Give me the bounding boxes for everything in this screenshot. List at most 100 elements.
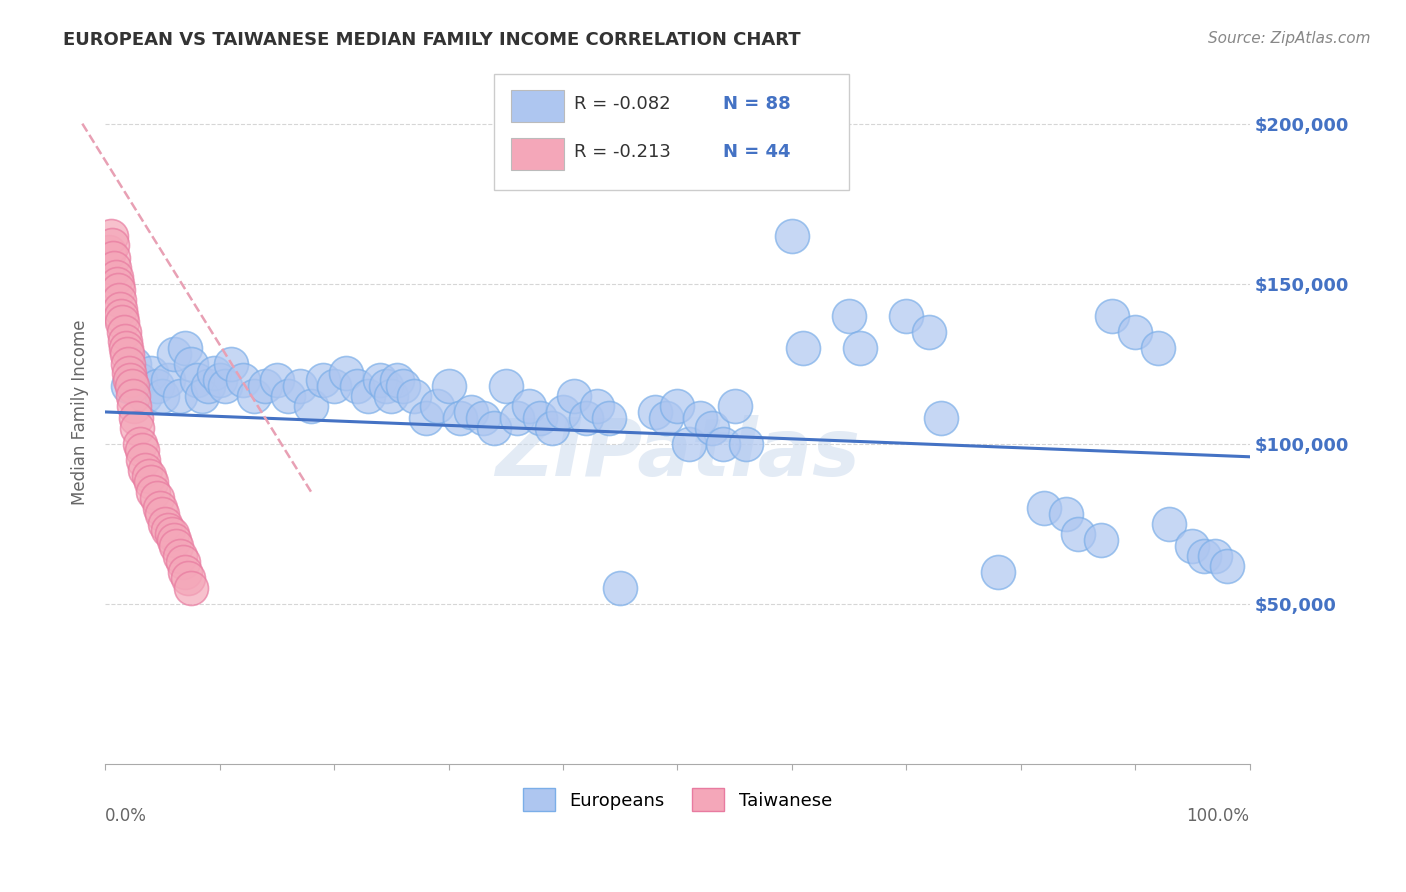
Point <box>180 357 202 371</box>
Point <box>191 389 214 403</box>
Point <box>849 341 872 355</box>
Point <box>391 379 413 393</box>
Point <box>107 283 129 297</box>
Point <box>471 411 494 425</box>
Point <box>449 411 471 425</box>
Point <box>666 399 689 413</box>
Text: R = -0.082: R = -0.082 <box>575 95 671 113</box>
Point <box>101 238 124 252</box>
Point <box>404 389 426 403</box>
Point <box>1181 540 1204 554</box>
Point <box>208 373 231 387</box>
Point <box>142 485 165 500</box>
Legend: Europeans, Taiwanese: Europeans, Taiwanese <box>516 781 839 819</box>
Point <box>114 341 136 355</box>
Point <box>299 399 322 413</box>
Point <box>529 411 551 425</box>
Point <box>266 373 288 387</box>
Point <box>134 462 156 476</box>
Point <box>112 325 135 339</box>
Point <box>157 524 180 538</box>
Point <box>105 277 128 291</box>
Point <box>145 491 167 506</box>
Point <box>152 508 174 522</box>
Point <box>186 373 208 387</box>
Text: N = 88: N = 88 <box>723 95 792 113</box>
Point <box>495 379 517 393</box>
Point <box>172 556 194 570</box>
Point <box>723 399 745 413</box>
Point <box>987 565 1010 579</box>
Point <box>1204 549 1226 563</box>
Point <box>169 549 191 563</box>
Point <box>176 572 198 586</box>
Point <box>735 437 758 451</box>
Point <box>918 325 941 339</box>
Point <box>122 357 145 371</box>
Point <box>415 411 437 425</box>
Point <box>110 309 132 323</box>
Point <box>1215 558 1237 573</box>
Point <box>609 581 631 595</box>
Point <box>1159 516 1181 531</box>
Point <box>780 228 803 243</box>
Point <box>134 389 156 403</box>
Point <box>174 565 197 579</box>
Point <box>335 367 357 381</box>
Point <box>1101 309 1123 323</box>
Point <box>655 411 678 425</box>
Point <box>152 389 174 403</box>
Point <box>115 347 138 361</box>
Point <box>484 421 506 435</box>
Point <box>104 270 127 285</box>
Point <box>575 411 598 425</box>
Point <box>121 389 143 403</box>
Point <box>426 399 449 413</box>
Point <box>689 411 711 425</box>
Point <box>125 411 148 425</box>
Point <box>277 389 299 403</box>
Point <box>896 309 918 323</box>
Point <box>460 405 482 419</box>
Text: EUROPEAN VS TAIWANESE MEDIAN FAMILY INCOME CORRELATION CHART: EUROPEAN VS TAIWANESE MEDIAN FAMILY INCO… <box>63 31 801 49</box>
FancyBboxPatch shape <box>512 90 564 122</box>
Point <box>368 373 391 387</box>
Point <box>374 379 396 393</box>
FancyBboxPatch shape <box>512 138 564 170</box>
Point <box>131 443 153 458</box>
Point <box>586 399 609 413</box>
Point <box>153 516 176 531</box>
Point <box>117 357 139 371</box>
Point <box>122 399 145 413</box>
Point <box>145 379 167 393</box>
Point <box>437 379 460 393</box>
Text: N = 44: N = 44 <box>723 143 790 161</box>
Text: Source: ZipAtlas.com: Source: ZipAtlas.com <box>1208 31 1371 46</box>
Point <box>700 421 723 435</box>
Point <box>385 373 408 387</box>
Point <box>118 367 141 381</box>
Point <box>551 405 574 419</box>
Point <box>163 533 186 547</box>
Point <box>157 373 180 387</box>
Point <box>323 379 346 393</box>
Point <box>564 389 586 403</box>
Point <box>138 469 160 483</box>
Point <box>165 540 187 554</box>
Point <box>120 373 142 387</box>
Point <box>1090 533 1112 547</box>
Point <box>838 309 860 323</box>
Point <box>103 251 125 265</box>
Point <box>127 421 149 435</box>
Point <box>103 260 125 275</box>
Point <box>1192 549 1215 563</box>
Point <box>160 526 183 541</box>
Y-axis label: Median Family Income: Median Family Income <box>72 319 89 505</box>
Point <box>1147 341 1170 355</box>
Point <box>1067 526 1090 541</box>
Point <box>197 379 219 393</box>
Point <box>100 228 122 243</box>
Point <box>139 475 162 490</box>
Point <box>132 453 155 467</box>
Point <box>108 293 131 307</box>
